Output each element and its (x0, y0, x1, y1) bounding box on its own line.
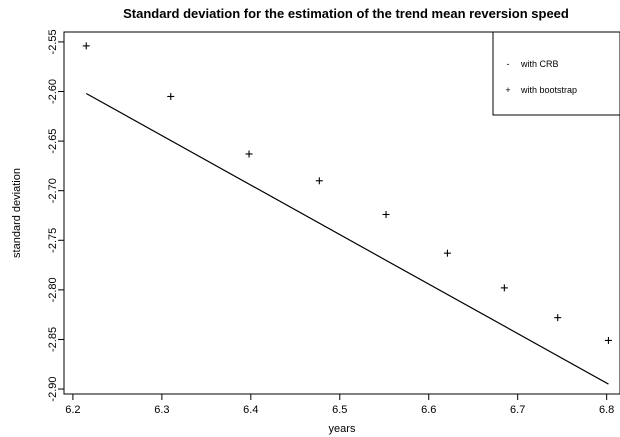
x-axis-label: years (329, 423, 356, 435)
x-tick-label: 6.8 (599, 404, 614, 416)
y-axis: -2.55 -2.60 -2.65 -2.70 -2.75 -2.80 -2.85 -2.90 (47, 29, 65, 402)
chart-title: Standard deviation for the estimation of… (123, 6, 569, 21)
legend: - with CRB + with bootstrap (492, 31, 620, 116)
y-tick-label: -2.60 (47, 79, 59, 104)
x-tick-label: 6.6 (421, 404, 436, 416)
data-point-bootstrap (245, 150, 253, 158)
x-tick-label: 6.7 (510, 404, 525, 416)
legend-label-crb: with CRB (520, 59, 559, 69)
data-point-bootstrap (554, 314, 562, 322)
x-tick-label: 6.4 (243, 404, 258, 416)
y-axis-label: standard deviation (11, 168, 23, 258)
y-tick-label: -2.85 (47, 327, 59, 352)
legend-marker-bootstrap: + (505, 85, 510, 95)
x-tick-label: 6.5 (332, 404, 347, 416)
data-point-bootstrap (82, 42, 90, 50)
data-point-bootstrap (500, 284, 508, 292)
x-tick-label: 6.3 (154, 404, 169, 416)
legend-box (492, 31, 620, 116)
y-tick-label: -2.80 (47, 277, 59, 302)
y-tick-label: -2.55 (47, 29, 59, 54)
data-point-bootstrap (604, 336, 612, 344)
series-layer (82, 42, 612, 385)
x-tick-label: 6.2 (65, 404, 80, 416)
series-line-with-crb (85, 92, 609, 385)
y-tick-label: -2.75 (47, 228, 59, 253)
x-axis: 6.2 6.3 6.4 6.5 6.6 6.7 6.8 (65, 393, 614, 416)
data-point-bootstrap (315, 177, 323, 185)
legend-marker-crb: - (507, 59, 510, 69)
data-point-bootstrap (167, 92, 175, 100)
legend-label-bootstrap: with bootstrap (520, 85, 577, 95)
y-tick-label: -2.90 (47, 377, 59, 402)
y-tick-label: -2.65 (47, 129, 59, 154)
y-tick-label: -2.70 (47, 178, 59, 203)
data-point-bootstrap (382, 210, 390, 218)
data-point-bootstrap (443, 249, 451, 257)
